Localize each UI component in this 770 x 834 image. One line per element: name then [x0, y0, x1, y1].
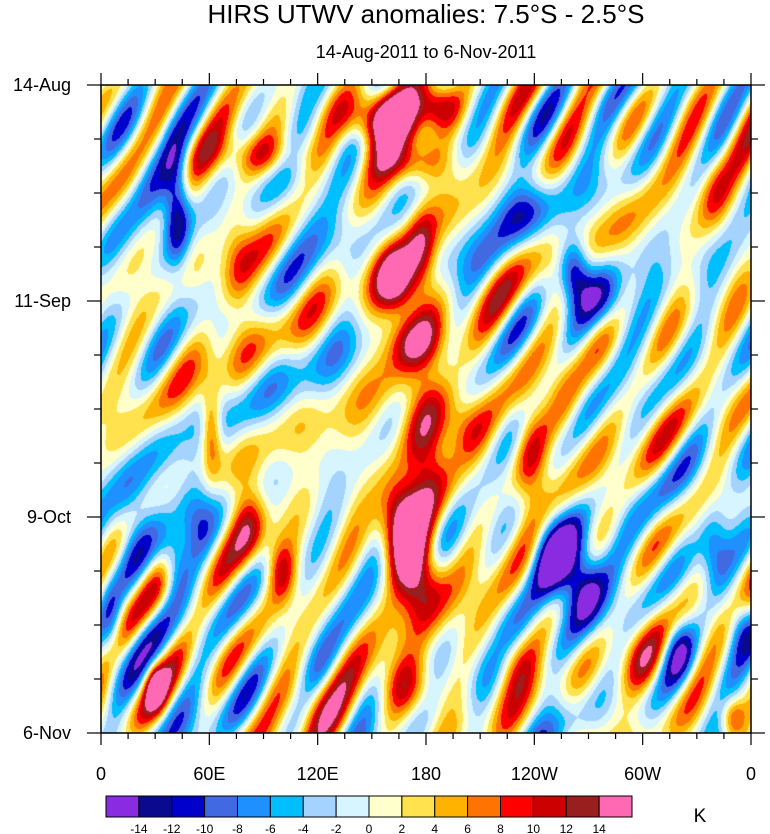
- colorbar-swatch: [500, 795, 534, 818]
- colorbar-label: -2: [331, 822, 342, 834]
- axis-ticks: [87, 73, 765, 745]
- colorbar-label: 14: [592, 822, 606, 834]
- colorbar-swatch: [269, 795, 304, 818]
- x-axis-tick-labels: 0 60E 120E 180 120W 60W 0: [96, 764, 756, 784]
- colorbar-labels: -14 -12 -10 -8 -6 -4 -2 0 2 4 6 8 10 12 14: [130, 822, 606, 834]
- chart-subtitle: 14-Aug-2011 to 6-Nov-2011: [316, 42, 536, 62]
- colorbar-swatch: [105, 795, 140, 818]
- plot-area: [100, 84, 752, 734]
- colorbar-swatch: [335, 795, 370, 818]
- colorbar-label: 0: [366, 822, 373, 834]
- colorbar-label: 12: [560, 822, 574, 834]
- colorbar-swatch: [204, 795, 238, 818]
- colorbar: [105, 795, 633, 818]
- colorbar-swatch: [237, 795, 271, 818]
- colorbar-swatch: [434, 795, 469, 818]
- colorbar-label: 10: [527, 822, 541, 834]
- colorbar-label: 4: [431, 822, 438, 834]
- colorbar-swatch: [598, 795, 633, 818]
- colorbar-label: -6: [265, 822, 276, 834]
- chart-title: HIRS UTWV anomalies: 7.5°S - 2.5°S: [208, 0, 645, 29]
- x-tick-label: 0: [96, 764, 106, 784]
- x-tick-label: 120W: [511, 764, 558, 784]
- colorbar-swatch: [368, 795, 403, 818]
- x-tick-label: 60E: [193, 764, 225, 784]
- y-tick-label: 14-Aug: [13, 75, 71, 95]
- anomaly-field: [101, 85, 751, 733]
- colorbar-unit: K: [694, 806, 707, 827]
- colorbar-label: -4: [298, 822, 309, 834]
- colorbar-swatch: [565, 795, 600, 818]
- colorbar-swatch: [302, 795, 337, 818]
- y-axis-tick-labels: 14-Aug 11-Sep 9-Oct 6-Nov: [13, 75, 71, 743]
- colorbar-label: -8: [232, 822, 243, 834]
- colorbar-label: -14: [130, 822, 148, 834]
- colorbar-label: -10: [196, 822, 214, 834]
- y-tick-label: 6-Nov: [23, 723, 71, 743]
- colorbar-swatch: [401, 795, 436, 818]
- colorbar-swatch: [467, 795, 501, 818]
- x-tick-label: 0: [746, 764, 756, 784]
- y-tick-label: 9-Oct: [27, 507, 71, 527]
- y-tick-label: 11-Sep: [14, 291, 71, 311]
- colorbar-label: 6: [464, 822, 471, 834]
- colorbar-swatch: [138, 795, 173, 818]
- x-tick-label: 180: [411, 764, 441, 784]
- colorbar-swatch: [532, 795, 567, 818]
- x-tick-label: 60W: [624, 764, 661, 784]
- colorbar-label: 8: [497, 822, 504, 834]
- x-tick-label: 120E: [297, 764, 339, 784]
- colorbar-swatch: [171, 795, 206, 818]
- colorbar-label: 2: [399, 822, 406, 834]
- colorbar-label: -12: [163, 822, 181, 834]
